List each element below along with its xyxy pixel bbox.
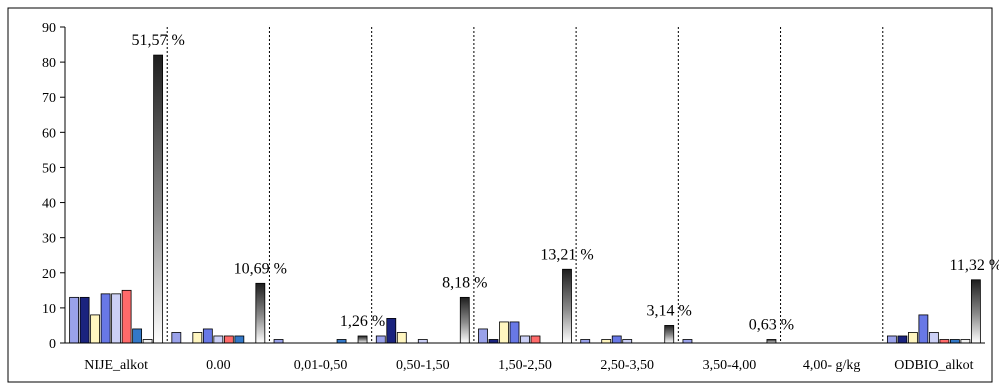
bar-0-01-0-50-s7: [336, 339, 347, 344]
bar-ODBIO-alkot-s6: [939, 339, 950, 344]
bar-NIJE-alkot-s3: [90, 314, 101, 344]
x-tick-label: 2,50-3,50: [600, 358, 654, 373]
bar-1-50-2-50-s9: [562, 268, 572, 344]
bar-NIJE-alkot-s7: [132, 328, 143, 344]
x-tick-label: 0,01-0,50: [294, 358, 348, 373]
bar-1-50-2-50-s4: [509, 321, 520, 344]
bar-ODBIO-alkot-s9: [970, 279, 981, 344]
y-tick-label: 0: [49, 337, 56, 352]
bar-0-50-1-50-s9: [459, 296, 470, 344]
x-tick-label: 1,50-2,50: [498, 358, 552, 373]
bar-1-50-2-50-s2: [488, 339, 499, 344]
bar-3-50-4-00-s1: [682, 339, 693, 344]
x-tick-label: 0.00: [206, 358, 231, 373]
bar-2-50-3-50-s3: [601, 339, 612, 344]
bar-NIJE-alkot-s2: [79, 296, 90, 344]
bar-NIJE-alkot-s6: [121, 289, 132, 344]
bar-2-50-3-50-s4: [611, 335, 622, 344]
bar-ODBIO-alkot-s1: [886, 335, 897, 344]
percentage-label: 11,32 %: [950, 257, 999, 274]
bar-0-01-0-50-s9: [357, 335, 368, 344]
bar-0-01-0-50-s1: [273, 339, 284, 344]
bar-0-00-s5: [213, 335, 224, 344]
x-tick-label: NIJE_alkot: [84, 358, 148, 373]
y-tick-label: 20: [42, 267, 56, 282]
x-tick-label: 4,00- g/kg: [803, 358, 861, 373]
bar-2-50-3-50-s1: [580, 339, 591, 344]
bar-1-50-2-50-s3: [499, 321, 509, 344]
bar-0-50-1-50-s3: [396, 332, 407, 344]
y-tick-label: 30: [42, 232, 56, 247]
chart-outer-frame: [7, 7, 993, 383]
percentage-label: 0,63 %: [749, 316, 794, 333]
bar-NIJE-alkot-s5: [111, 293, 122, 344]
percentage-label: 3,14 %: [647, 302, 692, 319]
x-tick-label: 0,50-1,50: [396, 358, 450, 373]
bar-1-50-2-50-s6: [530, 335, 541, 344]
bar-ODBIO-alkot-s4: [918, 314, 929, 344]
bar-2-50-3-50-s5: [622, 339, 633, 344]
y-tick-label: 10: [42, 302, 56, 317]
bar-3-50-4-00-s9: [766, 339, 777, 344]
bar-2-50-3-50-s9: [664, 325, 675, 344]
y-tick-label: 50: [42, 161, 56, 176]
x-tick-label: 3,50-4,00: [703, 358, 757, 373]
bar-ODBIO-alkot-s5: [928, 332, 939, 344]
y-tick-label: 70: [42, 91, 56, 106]
bar-1-50-2-50-s5: [520, 335, 530, 344]
bar-0-00-s6: [223, 335, 234, 344]
percentage-label: 51,57 %: [131, 32, 184, 49]
percentage-label: 8,18 %: [442, 274, 487, 291]
bar-ODBIO-alkot-s7: [949, 339, 960, 344]
percentage-label: 1,26 %: [340, 313, 385, 330]
bar-0-00-s1: [171, 332, 182, 344]
percentage-label: 10,69 %: [234, 260, 287, 277]
bar-0-00-s9: [255, 282, 266, 344]
x-tick-label: ODBIO_alkot: [894, 358, 973, 373]
bar-0-00-s4: [202, 328, 213, 344]
y-tick-label: 80: [42, 56, 56, 71]
bar-NIJE-alkot-s1: [69, 296, 80, 344]
bar-ODBIO-alkot-s3: [907, 332, 918, 344]
bar-0-00-s3: [192, 332, 203, 344]
bar-NIJE-alkot-s8: [142, 339, 153, 344]
bar-1-50-2-50-s1: [478, 328, 488, 344]
bar-0-50-1-50-s2: [386, 318, 397, 344]
y-tick-label: 40: [42, 197, 56, 212]
bar-ODBIO-alkot-s8: [960, 339, 971, 344]
bar-0-00-s7: [234, 335, 245, 344]
bar-0-50-1-50-s1: [375, 335, 386, 344]
bar-ODBIO-alkot-s2: [897, 335, 908, 344]
y-tick-label: 90: [42, 21, 56, 36]
bar-0-50-1-50-s5: [417, 339, 428, 344]
bar-NIJE-alkot-s4: [100, 293, 111, 344]
y-tick-label: 60: [42, 126, 56, 141]
bar-NIJE-alkot-s9: [153, 54, 164, 344]
percentage-label: 13,21 %: [540, 246, 593, 263]
